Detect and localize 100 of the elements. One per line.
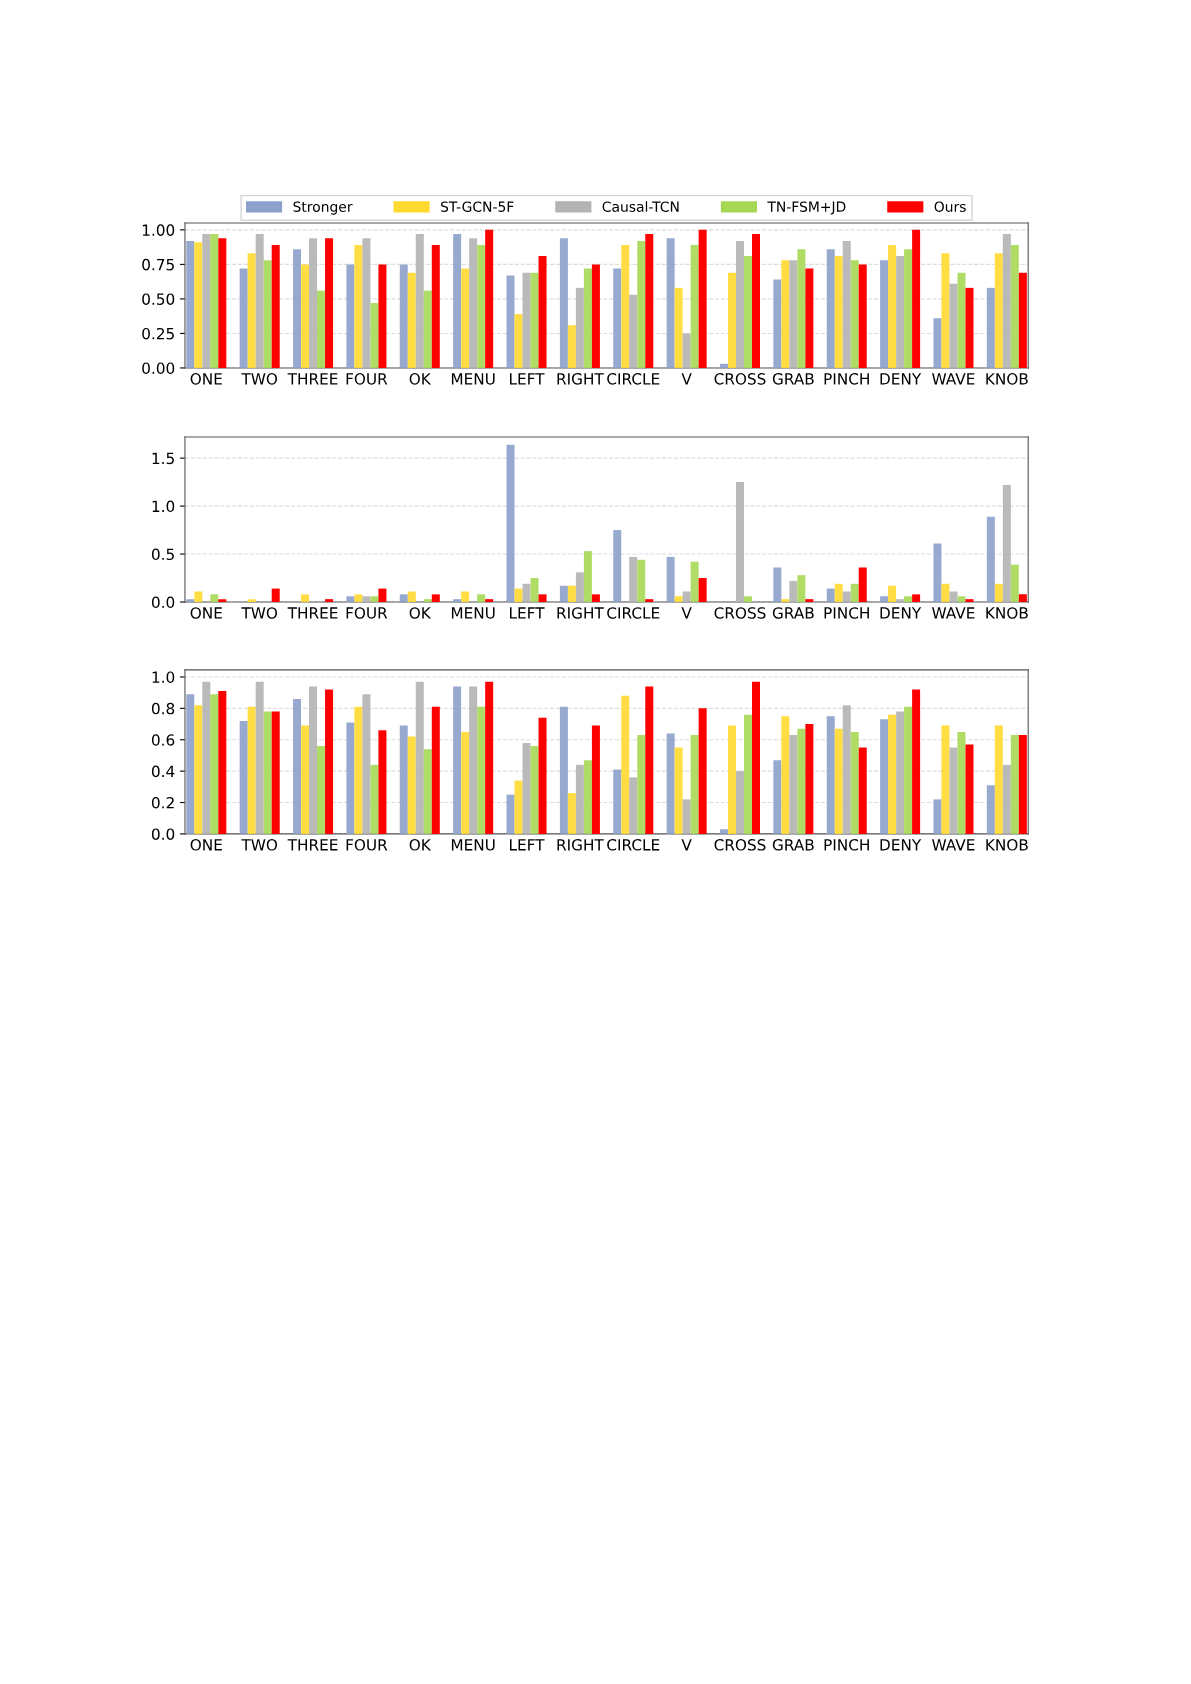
bar (506, 444, 515, 603)
bar (834, 728, 843, 834)
bar (399, 594, 408, 603)
bar (834, 583, 843, 603)
bar (247, 706, 256, 834)
bar (727, 272, 736, 368)
x-tick-label: ONE (190, 607, 222, 619)
x-tick-label: WAVE (932, 373, 975, 385)
bar (858, 567, 867, 603)
x-tick-label: CROSS (714, 373, 766, 385)
bar (965, 287, 974, 368)
x-tick-label: GRAB (772, 373, 814, 385)
bar (941, 583, 950, 603)
x-tick-label: WAVE (932, 607, 975, 619)
bar (399, 725, 408, 834)
x-tick-label: DENY (880, 373, 922, 385)
bar (896, 599, 905, 603)
legend-label: Ours (934, 201, 966, 212)
bar (789, 735, 798, 834)
x-tick-label: DENY (880, 607, 922, 619)
bar (271, 588, 280, 603)
bar (514, 588, 523, 603)
bar (301, 264, 310, 368)
bar (301, 725, 310, 834)
x-tick-label: PINCH (824, 607, 869, 619)
bar (378, 264, 387, 368)
bar (469, 238, 478, 368)
bar (789, 260, 798, 368)
x-tick-label: FOUR (346, 839, 388, 851)
y-tick-label: 0.2 (151, 796, 174, 809)
bar (399, 264, 408, 368)
bar (797, 249, 806, 368)
bar (752, 681, 761, 834)
bar (469, 686, 478, 834)
bar (1002, 234, 1011, 368)
x-tick-label: CROSS (714, 607, 766, 619)
bar (559, 706, 568, 834)
bar (719, 363, 728, 368)
bar (346, 722, 355, 834)
bar (210, 234, 219, 368)
bar (194, 242, 203, 368)
bar (255, 234, 264, 368)
bar (682, 333, 691, 368)
x-tick-label: V (681, 607, 692, 619)
bar (826, 588, 835, 603)
y-tick-label: 0.75 (142, 258, 174, 271)
bar (559, 585, 568, 603)
bar (1010, 245, 1019, 368)
bar (346, 264, 355, 368)
x-tick-label: MENU (451, 839, 495, 851)
x-tick-label: RIGHT (557, 373, 604, 385)
bar (362, 596, 371, 603)
bar (637, 735, 646, 834)
bar (477, 594, 486, 603)
bar (485, 599, 494, 603)
bar (317, 290, 326, 368)
x-tick-label: RIGHT (557, 839, 604, 851)
bar (239, 720, 248, 834)
x-tick-label: OK (409, 373, 432, 385)
bar (850, 260, 859, 368)
bar (370, 303, 379, 368)
bar (690, 561, 699, 603)
legend-label: Causal-TCN (602, 201, 679, 212)
bar (986, 785, 995, 834)
bar (186, 240, 195, 368)
bar (621, 695, 630, 834)
bar (301, 594, 310, 603)
bar (826, 716, 835, 834)
bar (904, 596, 913, 603)
bar (423, 290, 432, 368)
y-tick-label: 1.00 (142, 224, 175, 236)
bar (1010, 735, 1019, 834)
x-tick-label: V (681, 839, 692, 851)
bar (453, 234, 462, 368)
bar (263, 711, 272, 834)
bar (354, 245, 363, 368)
bar (453, 686, 462, 834)
y-tick-label: 0.00 (142, 362, 175, 374)
bar (645, 686, 654, 834)
bar (567, 325, 576, 368)
bar (986, 516, 995, 603)
x-tick-label: CIRCLE (607, 373, 660, 385)
x-tick-label: GRAB (772, 839, 814, 851)
bar (797, 575, 806, 603)
bar (933, 799, 942, 834)
x-tick-label: V (681, 373, 692, 385)
bar (575, 572, 584, 603)
bar (645, 599, 654, 603)
bar (957, 731, 966, 834)
y-tick-label: 1.0 (152, 671, 175, 683)
bar (896, 711, 905, 834)
x-tick-label: THREE (287, 839, 338, 851)
bar (530, 746, 539, 834)
bar (1002, 484, 1011, 603)
bar (674, 747, 683, 834)
bar (912, 229, 921, 368)
x-tick-label: CIRCLE (607, 607, 660, 619)
bar (309, 686, 318, 834)
bar (530, 578, 539, 603)
bar (629, 777, 638, 834)
